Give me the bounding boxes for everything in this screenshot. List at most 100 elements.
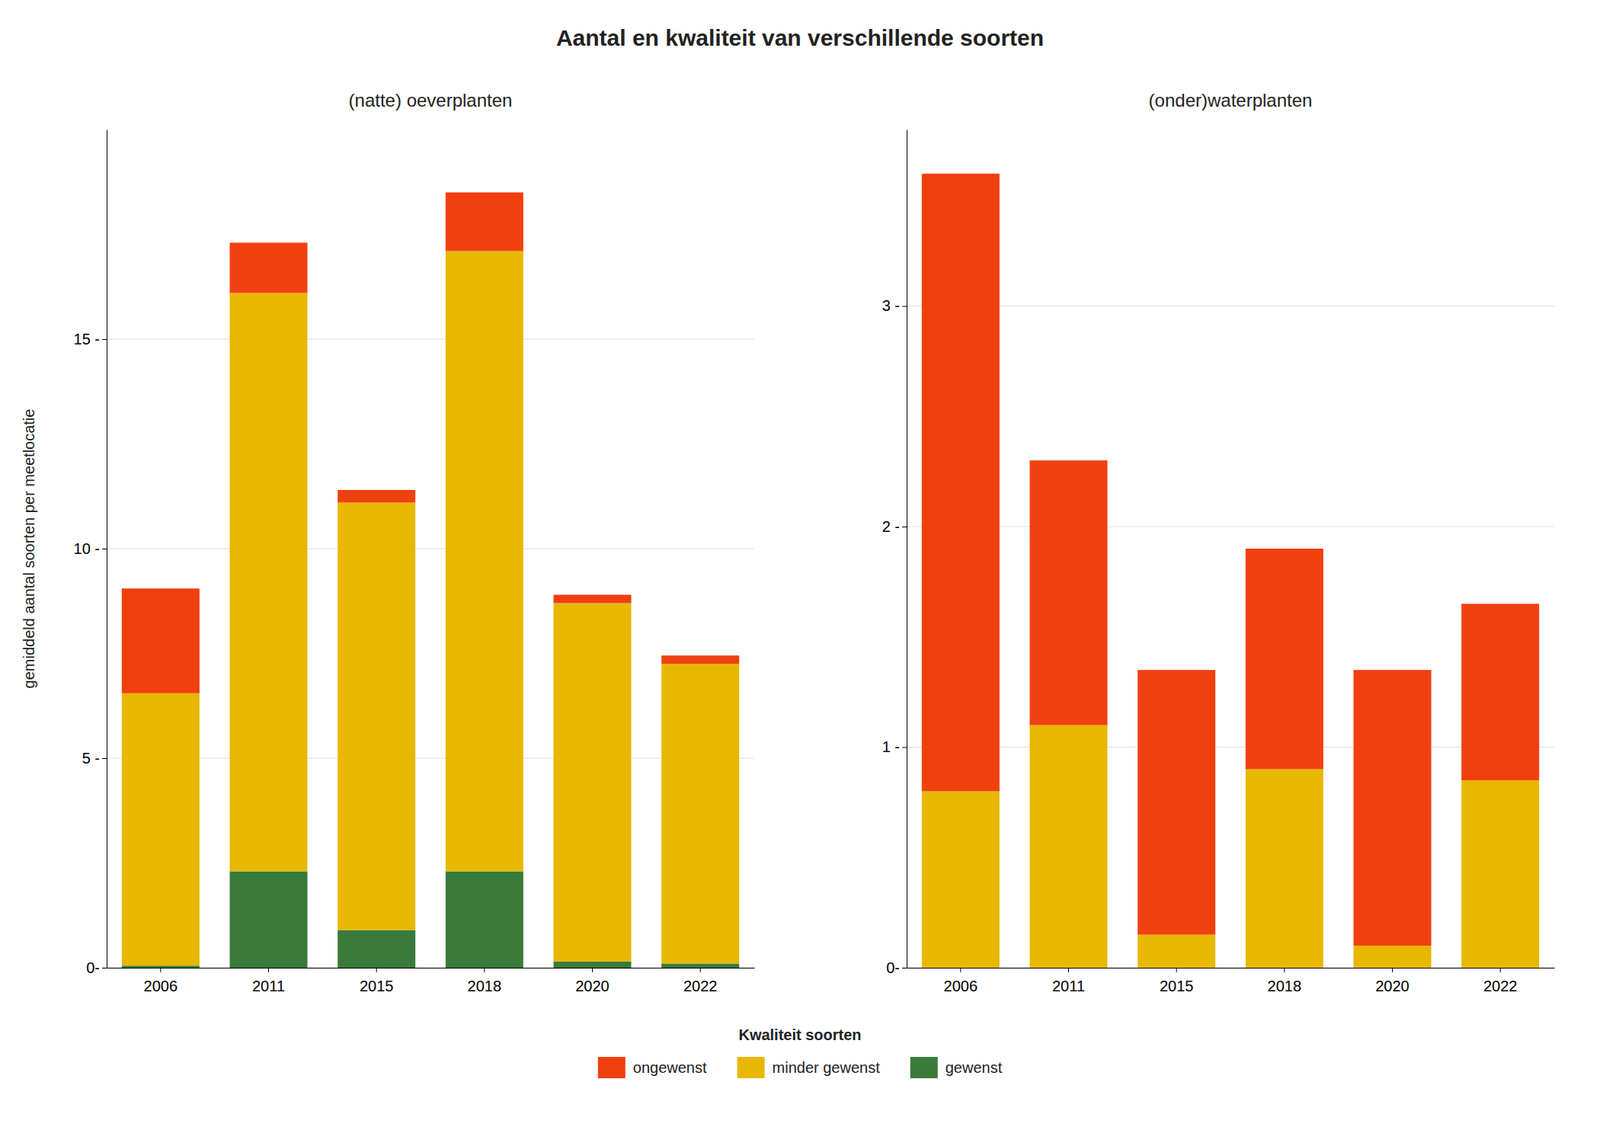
tick: 10 - <box>73 540 107 557</box>
tick-mark <box>102 967 107 969</box>
tick-mark <box>902 967 907 969</box>
bar <box>337 489 416 503</box>
bar <box>337 930 416 969</box>
bar <box>445 192 524 252</box>
tick: 5 - <box>82 749 107 767</box>
legend: Kwaliteit soorten ongewenst minder gewenst… <box>598 1026 1003 1079</box>
legend-items: ongewenst minder gewenst gewenst <box>598 1056 1003 1079</box>
tick: 2015 <box>1159 967 1194 995</box>
bar <box>1353 669 1432 946</box>
bar <box>337 502 416 931</box>
series <box>921 725 1540 968</box>
tick: 2018 <box>467 967 503 995</box>
axis-line <box>906 130 908 969</box>
bar <box>1353 945 1432 968</box>
subtitle: (natte) oeverplanten <box>348 89 513 111</box>
bar <box>230 243 308 294</box>
legend-swatch <box>910 1056 938 1079</box>
panel: 0-1 -2 -3 -200620112015201820202022(onde… <box>882 89 1556 995</box>
bar <box>553 961 632 968</box>
bar <box>921 173 1000 792</box>
tick-label: 2006 <box>144 977 179 995</box>
tick-mark <box>160 967 161 973</box>
tick: 0- <box>886 959 907 976</box>
tick-label: 10 - <box>73 540 100 557</box>
bars <box>121 192 740 969</box>
legend-label: ongewenst <box>633 1059 708 1076</box>
tick-label: 2018 <box>467 977 503 995</box>
axis-line <box>907 967 1556 969</box>
tick-mark <box>902 526 907 528</box>
series <box>121 251 740 967</box>
series <box>921 173 1540 946</box>
tick-mark <box>700 967 701 973</box>
axis-line <box>106 130 108 969</box>
tick: 2022 <box>683 967 718 995</box>
tick-label: 2011 <box>1052 977 1085 995</box>
tick: 2006 <box>944 967 979 995</box>
grid-line <box>906 526 1555 528</box>
tick: 0- <box>86 959 107 976</box>
y-axis: 0- 1 - 2 - 3 - <box>882 130 908 976</box>
chart: Aantal en kwaliteit van verschillende so… <box>0 0 1600 1143</box>
bar <box>121 693 200 967</box>
tick-label: 1 - <box>882 738 900 756</box>
tick-label: 2022 <box>1483 977 1518 995</box>
tick-label: 2020 <box>575 977 610 995</box>
tick: 2020 <box>575 967 610 995</box>
tick: 2 - <box>882 518 907 535</box>
bar <box>661 963 740 969</box>
grid-line <box>106 967 755 969</box>
grid <box>106 339 755 968</box>
bar <box>553 595 632 604</box>
series <box>121 871 740 969</box>
tick-label: 2022 <box>683 977 718 995</box>
tick-label: 2015 <box>359 977 394 995</box>
x-axis: 2006 2011 2015 2018 2020 2022 <box>107 967 756 995</box>
legend-label: minder gewenst <box>772 1059 881 1076</box>
tick-label: 5 - <box>82 749 100 767</box>
legend-item: ongewenst <box>598 1056 708 1079</box>
bar <box>445 871 524 969</box>
bar <box>1245 768 1324 968</box>
grid <box>906 306 1555 968</box>
tick-mark <box>1500 967 1501 973</box>
bar <box>230 871 308 969</box>
tick-mark <box>268 967 269 973</box>
bar <box>1030 725 1108 968</box>
tick: 2015 <box>359 967 394 995</box>
legend-label: gewenst <box>945 1059 1003 1076</box>
legend-title: Kwaliteit soorten <box>738 1026 861 1044</box>
tick: 2018 <box>1267 967 1303 995</box>
panel: 0-5 -10 -15 -200620112015201820202022(na… <box>73 89 756 995</box>
legend-swatch <box>737 1056 765 1079</box>
legend-item: minder gewenst <box>737 1056 881 1079</box>
bar <box>1245 548 1324 769</box>
bar <box>921 790 1000 968</box>
tick-mark <box>1176 967 1178 973</box>
tick-label: 0- <box>886 959 900 976</box>
tick-mark <box>1392 967 1393 973</box>
tick-label: 2006 <box>944 977 979 995</box>
tick-mark <box>592 967 593 973</box>
grid-line <box>106 339 755 340</box>
tick-label: 2011 <box>252 977 285 995</box>
grid-line <box>906 746 1555 748</box>
tick-label: 2018 <box>1267 977 1303 995</box>
tick-label: 0- <box>86 959 100 976</box>
title: Aantal en kwaliteit van verschillende so… <box>556 25 1044 51</box>
legend-swatch <box>598 1056 626 1079</box>
x-axis: 2006 2011 2015 2018 2020 2022 <box>907 967 1556 995</box>
grid-line <box>906 967 1555 969</box>
tick: 2011 <box>1052 967 1085 995</box>
tick-label: 2020 <box>1375 977 1410 995</box>
tick: 2020 <box>1375 967 1410 995</box>
bar <box>1030 460 1108 725</box>
bar <box>661 655 740 664</box>
legend-item: gewenst <box>910 1056 1003 1079</box>
bar <box>1461 780 1540 968</box>
tick: 3 - <box>882 297 907 314</box>
tick-label: 2015 <box>1159 977 1194 995</box>
bar <box>1137 669 1216 935</box>
grid-line <box>906 305 1555 307</box>
